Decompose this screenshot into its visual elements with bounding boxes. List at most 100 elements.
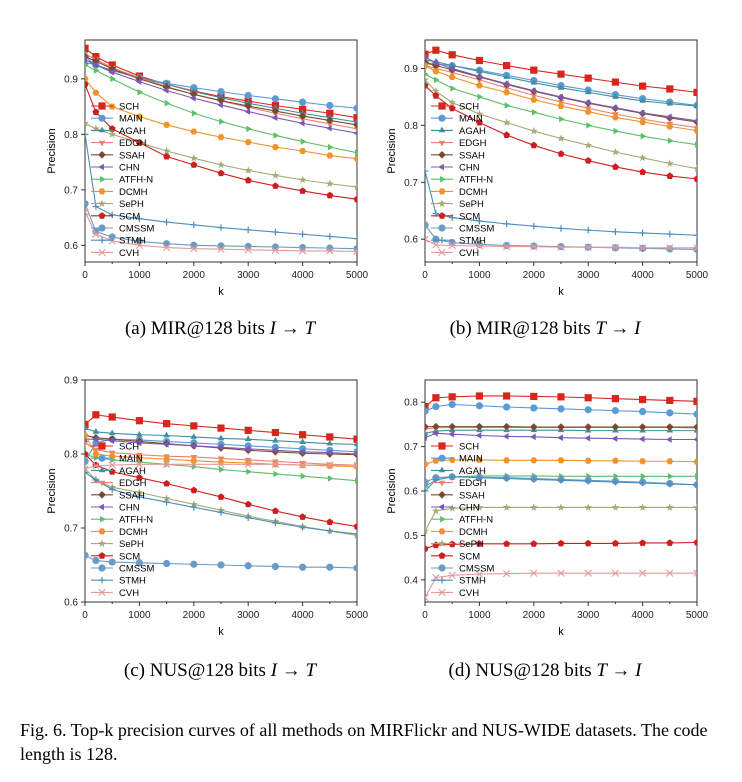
legend-label: SSAH: [459, 490, 485, 501]
legend-marker: [438, 151, 446, 159]
y-tick-label: 0.9: [64, 74, 78, 85]
data-point: [425, 71, 429, 77]
series-ssah: [425, 422, 697, 431]
figure-caption: Fig. 6. Top-k precision curves of all me…: [20, 720, 708, 764]
data-point: [353, 451, 357, 457]
data-point: [557, 93, 563, 101]
series-cvh: [425, 235, 697, 252]
data-point: [91, 124, 100, 133]
data-point: [326, 527, 334, 535]
data-point: [85, 441, 89, 447]
series-line: [85, 453, 357, 482]
data-point: [273, 470, 280, 478]
data-point: [693, 481, 697, 489]
data-point: [217, 459, 225, 466]
legend-label: DCMH: [119, 187, 148, 198]
data-point: [108, 437, 115, 444]
data-point: [502, 569, 511, 578]
legend-label: EDGH: [119, 138, 147, 149]
data-point: [135, 559, 143, 567]
legend-label: AGAH: [459, 126, 486, 137]
data-point: [611, 148, 620, 156]
data-point: [612, 478, 619, 486]
data-point: [666, 245, 674, 253]
legend-marker: [438, 503, 444, 511]
legend-label: CMSSM: [119, 564, 154, 575]
data-point: [448, 473, 456, 481]
legend-label: SCM: [119, 211, 140, 222]
data-point: [271, 171, 280, 179]
legend-label: CMSSM: [459, 224, 494, 235]
y-tick-label: 0.8: [64, 450, 78, 461]
data-point: [85, 469, 89, 476]
data-point: [244, 460, 252, 469]
legend-marker: [438, 539, 446, 547]
data-point: [502, 422, 511, 431]
legend-item-ssah: SSAH: [431, 150, 485, 161]
data-point: [244, 426, 252, 434]
data-point: [353, 435, 357, 443]
data-point: [271, 428, 280, 437]
data-point: [353, 564, 357, 572]
data-point: [448, 504, 457, 512]
legend-item-seph: SePH: [91, 539, 144, 550]
data-point: [503, 403, 511, 411]
data-point: [135, 454, 143, 461]
data-point: [425, 407, 429, 415]
legend-item-atfh-n: ATFH-N: [431, 515, 493, 526]
series-line: [85, 56, 357, 126]
data-point: [530, 569, 538, 577]
y-tick-label: 0.7: [404, 178, 418, 189]
data-point: [448, 393, 456, 401]
data-point: [85, 119, 89, 127]
data-point: [640, 132, 647, 140]
data-point: [272, 519, 279, 527]
data-point: [135, 139, 143, 146]
plot-area: [85, 44, 357, 256]
legend-label: SSAH: [459, 150, 485, 161]
x-tick-label: 0: [422, 610, 428, 621]
series-line: [85, 84, 357, 200]
data-point: [163, 152, 171, 160]
legend-marker: [98, 248, 106, 257]
series-cmssm: [85, 551, 357, 572]
data-point: [244, 226, 252, 234]
data-point: [163, 420, 171, 428]
data-point: [503, 62, 511, 70]
legend-marker: [98, 199, 106, 207]
data-point: [85, 465, 89, 473]
data-point: [611, 114, 619, 121]
data-point: [530, 404, 538, 412]
data-point: [557, 503, 565, 511]
data-point: [611, 104, 618, 112]
data-point: [353, 235, 357, 242]
data-point: [108, 211, 116, 219]
data-point: [584, 406, 592, 414]
legend-marker: [98, 503, 104, 511]
legend-item-scm: SCM: [431, 211, 480, 222]
legend-marker: [98, 576, 106, 584]
subcaption-a: (a) MIR@128 bits I → T: [60, 318, 380, 340]
series-chn: [425, 53, 697, 124]
data-point: [244, 139, 252, 146]
data-point: [450, 85, 456, 92]
legend-item-scm: SCM: [91, 551, 140, 562]
x-tick-label: 3000: [577, 610, 600, 621]
data-point: [135, 488, 144, 496]
y-tick-label: 0.7: [404, 442, 418, 453]
subcaption-d-math: T → I: [596, 660, 642, 681]
data-point: [162, 441, 169, 448]
data-point: [326, 152, 334, 159]
data-point: [162, 83, 171, 91]
data-point: [693, 458, 697, 465]
data-point: [584, 108, 592, 115]
y-tick-label: 0.6: [404, 487, 418, 498]
data-point: [693, 244, 697, 252]
data-point: [85, 551, 89, 559]
data-point: [326, 116, 334, 125]
y-axis-title: Precision: [46, 128, 58, 173]
data-point: [557, 393, 565, 401]
legend-label: SePH: [459, 539, 484, 550]
data-point: [85, 424, 89, 430]
series-line: [85, 134, 357, 240]
